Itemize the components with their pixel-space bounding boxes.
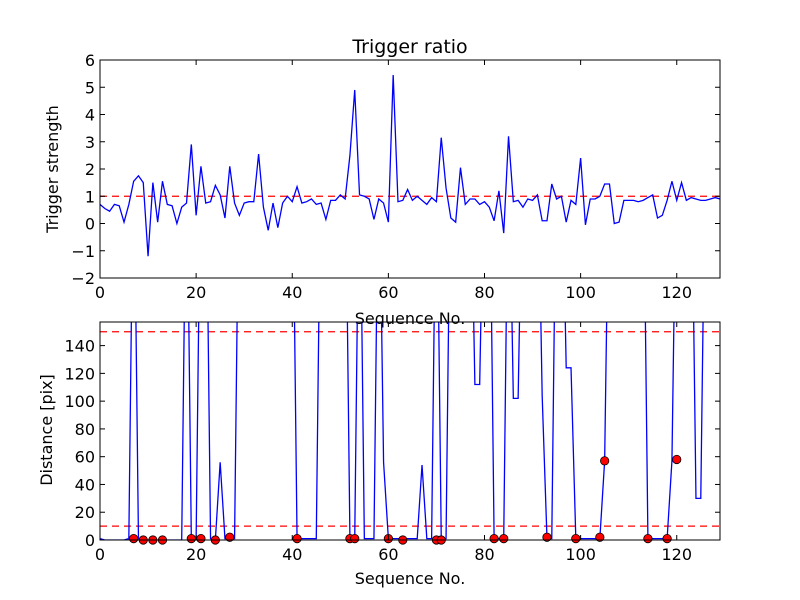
data-point-marker [499,534,509,544]
y-tick-label: 6 [85,51,95,70]
data-point-marker [571,534,581,544]
x-tick-label: 60 [378,545,398,564]
series-line [100,74,720,257]
y-tick-label: −2 [71,269,95,288]
x-axis-label: Sequence No. [355,309,466,328]
x-tick-label: 0 [95,283,105,302]
data-point-marker [292,534,302,544]
y-tick-label: 140 [64,337,95,356]
y-tick-label: 80 [75,420,95,439]
y-tick-label: 40 [75,475,95,494]
x-tick-label: 60 [378,283,398,302]
data-point-marker [542,532,552,542]
series-line [100,322,704,540]
y-tick-label: 0 [85,215,95,234]
y-tick-label: −1 [71,242,95,261]
y-tick-label: 0 [85,531,95,550]
data-point-marker [600,456,610,466]
x-tick-label: 20 [186,283,206,302]
data-point-marker [225,532,235,542]
x-tick-label: 100 [565,283,596,302]
x-tick-label: 40 [282,545,302,564]
y-tick-label: 3 [85,133,95,152]
axes-frame [99,321,721,541]
y-tick-label: 2 [85,160,95,179]
data-point-marker [595,532,605,542]
data-point-marker [196,534,206,544]
trigger-plot-area: 0 20 40 60 80 100 120 −2 −1 0 1 2 3 4 5 6 [71,51,721,302]
x-tick-label: 40 [282,283,302,302]
plot-content [100,74,720,257]
data-point-marker [672,454,682,465]
trigger-ratio-chart: Trigger ratio 0 20 40 60 80 100 120 −2 −1 0 1 2 3 4 5 6… [43,36,721,328]
x-tick-label: 120 [661,545,692,564]
y-tick-label: 4 [85,106,95,125]
data-point-marker [186,534,196,544]
x-tick-label: 80 [474,545,494,564]
x-tick-label: 100 [565,545,596,564]
distance-plot-area: 0 20 40 60 80 100 120 0 20 40 60 80 100 120 140 [64,321,721,564]
y-tick-label: 1 [85,187,95,206]
data-point-marker [489,534,499,544]
y-axis-label: Trigger strength [43,105,62,234]
data-point-marker [350,534,360,544]
x-tick-label: 20 [186,545,206,564]
x-tick-label: 120 [661,283,692,302]
y-tick-label: 20 [75,503,95,522]
x-axis-label: Sequence No. [355,569,466,588]
y-axis-label: Distance [pix] [37,374,56,486]
data-point-marker [129,534,139,544]
chart-title: Trigger ratio [351,36,467,58]
y-tick-label: 60 [75,448,95,467]
y-tick-label: 100 [64,392,95,411]
distance-chart: 0 20 40 60 80 100 120 0 20 40 60 80 100 120 140 Sequen… [37,321,721,588]
x-tick-label: 80 [474,283,494,302]
y-tick-label: 5 [85,78,95,97]
y-tick-label: 120 [64,364,95,383]
x-tick-label: 0 [95,545,105,564]
data-point-marker [662,534,672,544]
data-point-marker [643,534,653,544]
plot-content [100,322,720,540]
